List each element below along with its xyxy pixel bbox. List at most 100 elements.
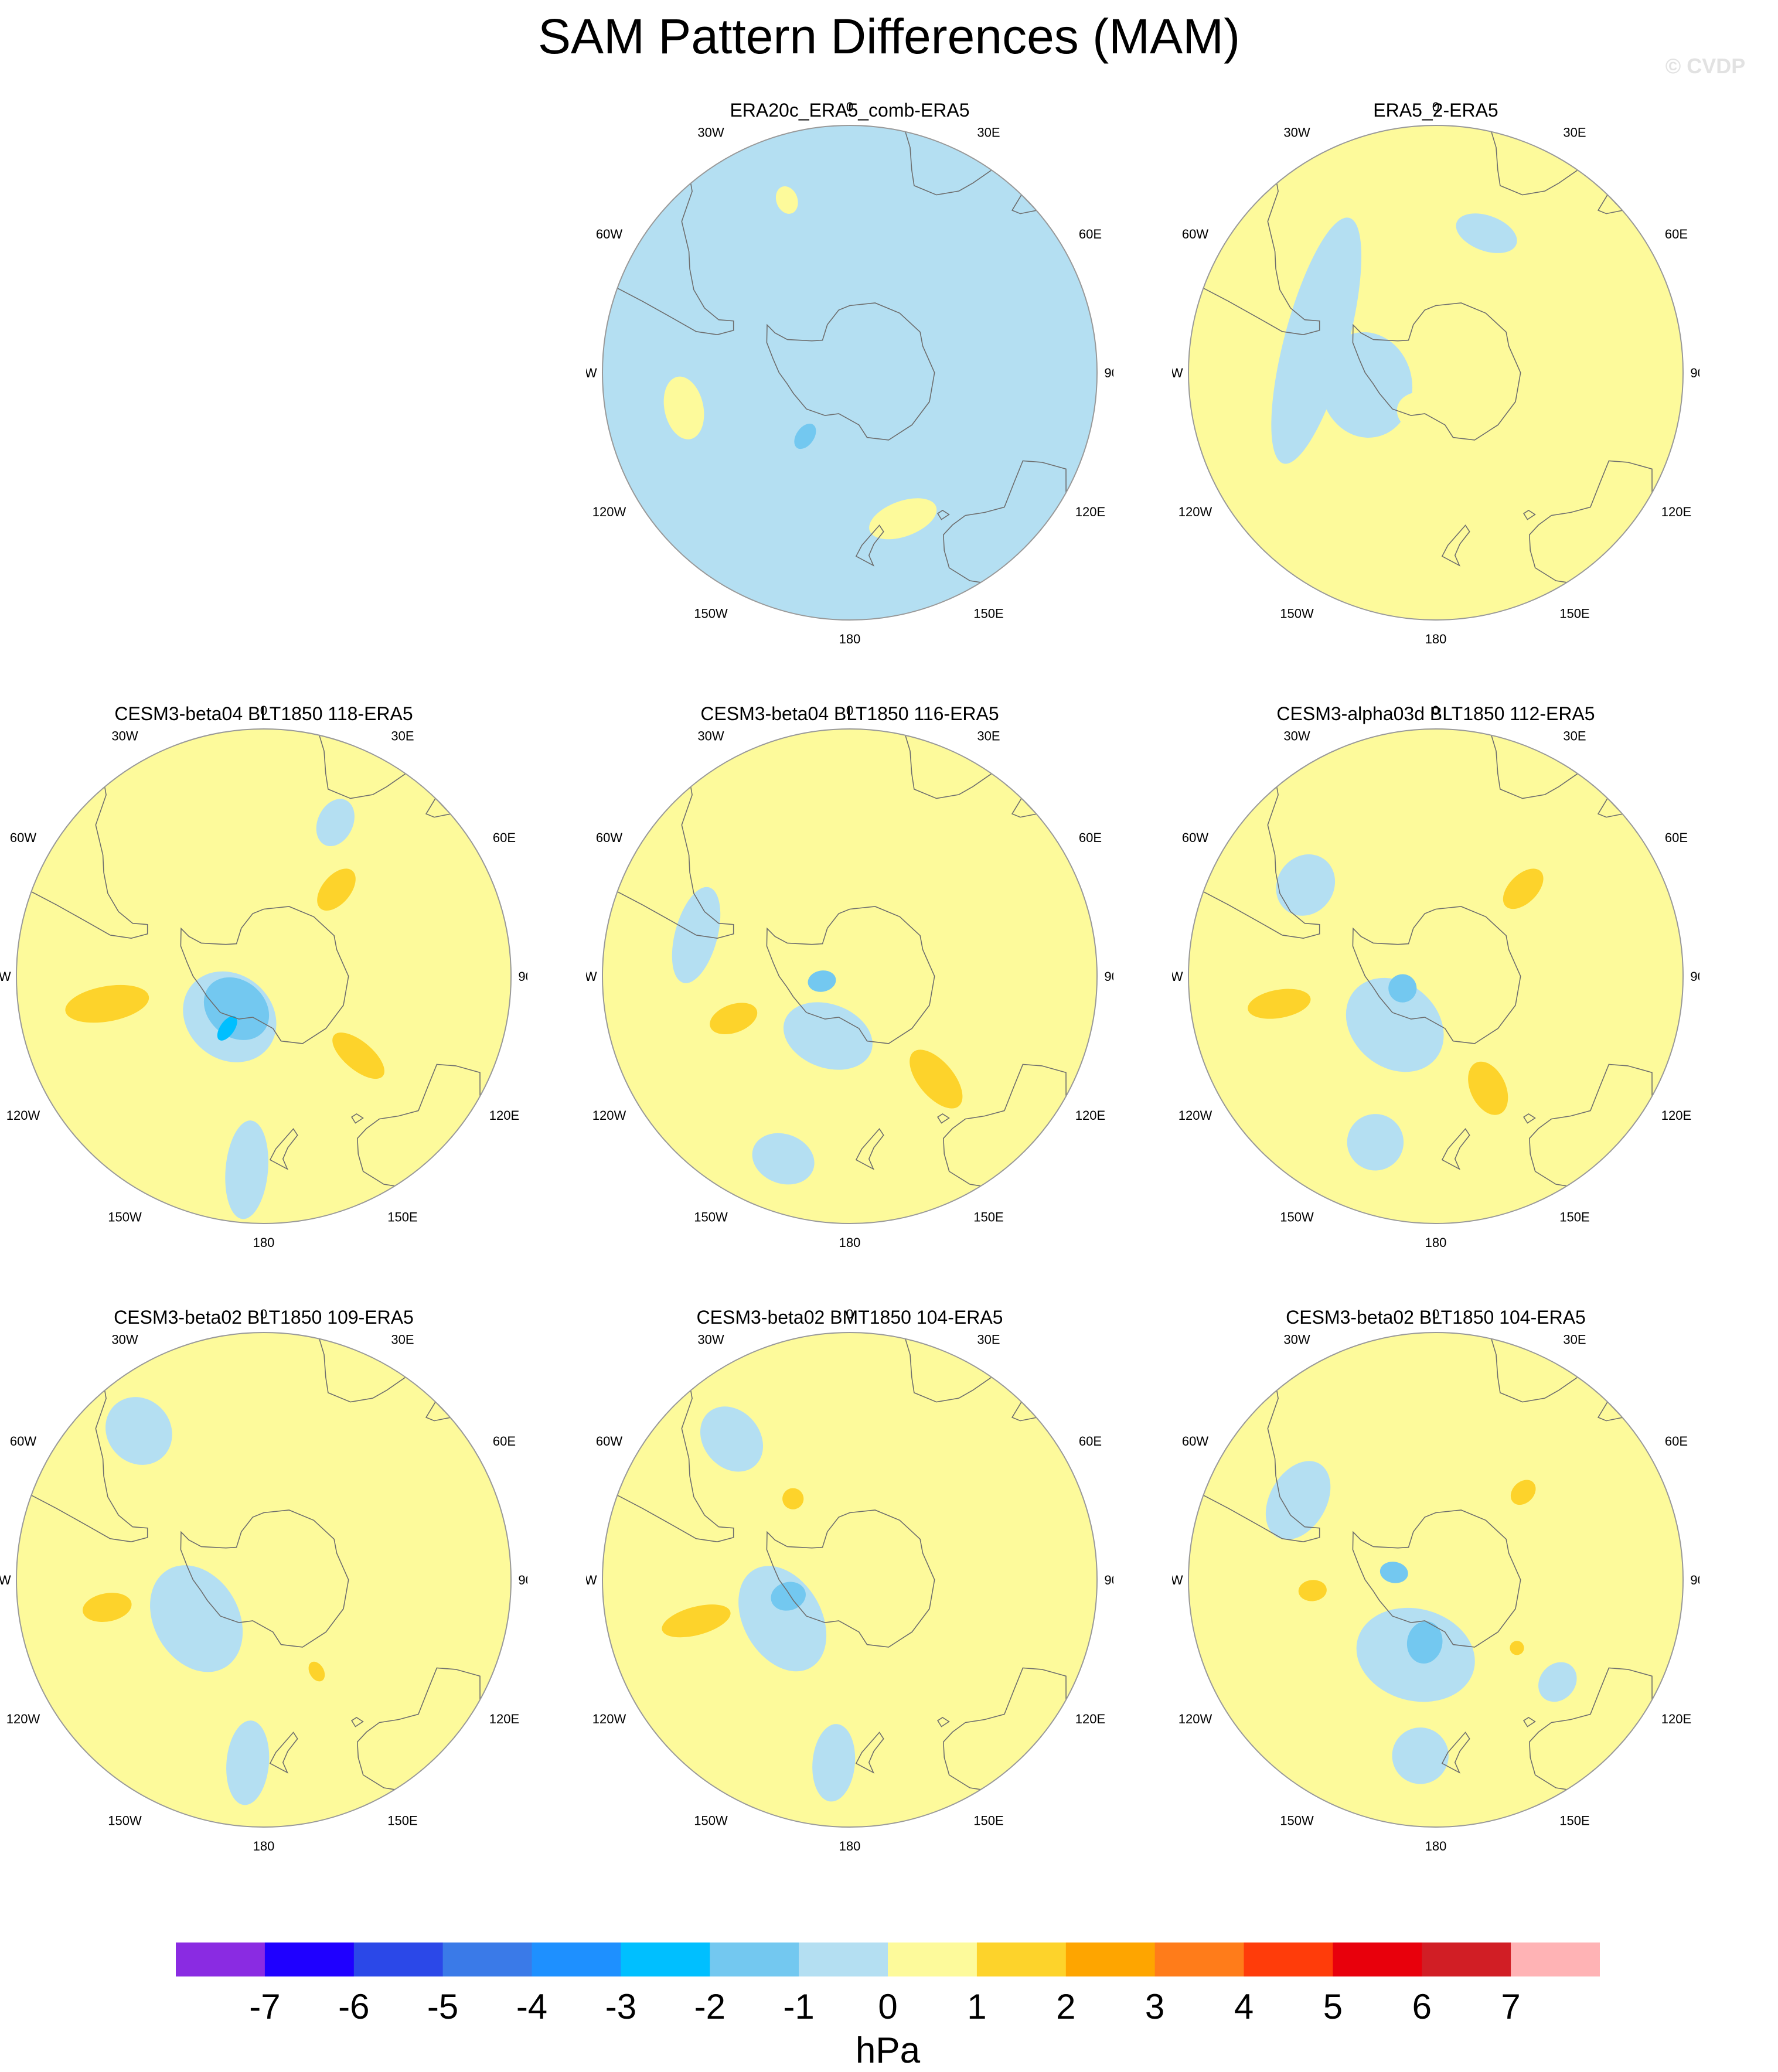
contour-background — [1188, 729, 1683, 1224]
map-boundary — [602, 125, 1098, 621]
longitude-label: 120W — [1178, 1712, 1212, 1726]
contour-region — [710, 1003, 758, 1035]
south-america-coastline — [617, 786, 734, 939]
australia-coastline — [942, 460, 1067, 583]
longitude-label: 150W — [108, 1814, 142, 1828]
tasmania-coastline — [351, 1716, 364, 1727]
antarctica-coastline — [766, 906, 935, 1044]
panel-title: CESM3-beta02 BMT1850 104-ERA5 — [696, 1307, 1003, 1328]
colorbar-swatch — [532, 1942, 621, 1976]
longitude-label: 150W — [694, 1814, 728, 1828]
longitude-label: 0 — [846, 1307, 853, 1321]
contour-region — [783, 1002, 873, 1070]
longitude-label: 120E — [1661, 1108, 1691, 1123]
coastlines — [1203, 735, 1653, 1187]
africa-coastline — [319, 1338, 406, 1403]
colorbar-tick-label: 3 — [1145, 1987, 1164, 2026]
contour-field — [602, 125, 1097, 620]
contour-region — [317, 868, 356, 911]
colorbar-tick-label: -6 — [338, 1987, 369, 2026]
longitude-label: 30E — [1563, 125, 1586, 140]
longitude-label: 30E — [977, 1333, 1000, 1347]
longitude-label: 150W — [694, 606, 728, 621]
australia-coastline — [1528, 1064, 1653, 1187]
longitude-label: 150W — [1280, 1814, 1314, 1828]
longitude-label: 180 — [253, 1235, 275, 1250]
longitude-label: 150E — [973, 1814, 1003, 1828]
contour-region — [1388, 974, 1417, 1003]
contour-background — [602, 125, 1097, 620]
contour-region — [1346, 977, 1444, 1072]
longitude-label: 0 — [1432, 1307, 1439, 1321]
longitude-label: 150E — [387, 1814, 417, 1828]
contour-region — [812, 1724, 856, 1802]
longitude-label: 120W — [6, 1108, 40, 1123]
map-panel: CESM3-beta02 BMT1850 104-ERA5 0 30E 60E 90E… — [586, 1306, 1113, 1880]
contour-region — [150, 1565, 243, 1672]
contour-field — [16, 729, 511, 1224]
contour-region — [808, 970, 836, 992]
africa-coastline — [1491, 1338, 1578, 1403]
contour-region — [1276, 854, 1336, 916]
colorbar-swatch — [799, 1942, 888, 1976]
contour-region — [105, 1397, 172, 1465]
longitude-label: 90W — [586, 1573, 597, 1587]
longitude-label: 60W — [1182, 227, 1208, 241]
map-panel: CESM3-alpha03d BLT1850 112-ERA5 0 30E 60E 9… — [1172, 702, 1699, 1276]
colorbar-tick-label: 1 — [967, 1987, 986, 2026]
polar-stereographic-map: 0 30E 60E 90E 120E 150E 180 150W 120W 90W 60W 30W — [0, 703, 527, 1250]
longitude-label: 90W — [586, 969, 597, 984]
longitude-label: 180 — [1425, 1839, 1447, 1853]
antarctica-coastline — [1352, 1509, 1521, 1648]
longitude-label: 60E — [1079, 830, 1102, 845]
colorbar-tick-label: -2 — [694, 1987, 725, 2026]
contour-field — [16, 1333, 511, 1827]
south-america-coastline — [1203, 786, 1320, 939]
contour-region — [332, 1032, 384, 1079]
map-boundary — [602, 728, 1098, 1224]
colorbar-swatch — [353, 1942, 444, 1976]
longitude-label: 150W — [1280, 606, 1314, 621]
contour-region — [752, 1133, 815, 1185]
colorbar-swatch — [1154, 1942, 1245, 1976]
longitude-label: 180 — [839, 632, 861, 646]
map-boundary — [602, 1332, 1098, 1828]
australia-coastline — [1528, 1667, 1653, 1790]
longitude-label: 0 — [846, 100, 853, 114]
contour-region — [1380, 1562, 1408, 1583]
contour-region — [1271, 217, 1362, 464]
longitude-label: 60W — [596, 1434, 622, 1449]
contour-region — [83, 1593, 132, 1622]
antarctica-coastline — [1352, 302, 1521, 441]
longitude-label: 150E — [973, 1210, 1003, 1225]
longitude-label: 150E — [1559, 606, 1589, 621]
polar-stereographic-map: 0 30E 60E 90E 120E 150E 180 150W 120W 90W 60W 30W — [586, 1307, 1113, 1853]
antarctica-coastline — [766, 1509, 935, 1648]
contour-region — [1347, 1114, 1404, 1171]
polar-stereographic-map: 0 30E 60E 90E 120E 150E 180 150W 120W 90W 60W 30W — [586, 703, 1113, 1250]
contour-region — [1248, 989, 1311, 1019]
colorbar-tick-label: -3 — [605, 1987, 636, 2026]
longitude-label: 120W — [1178, 1108, 1212, 1123]
colorbar-tick-label: -7 — [249, 1987, 280, 2026]
colorbar-tick-label: -5 — [427, 1987, 458, 2026]
longitude-label: 0 — [846, 703, 853, 718]
polar-stereographic-map: 0 30E 60E 90E 120E 150E 180 150W 120W 90W 60W 30W — [1172, 100, 1699, 646]
longitude-label: 30E — [977, 125, 1000, 140]
colorbar-swatch — [1422, 1942, 1511, 1976]
longitude-label: 30E — [391, 1333, 414, 1347]
contour-region — [1510, 1480, 1536, 1505]
longitude-label: 60E — [493, 830, 516, 845]
map-boundary — [1188, 125, 1684, 621]
new-zealand-coastline — [269, 1128, 298, 1170]
longitude-label: 30E — [391, 729, 414, 744]
antarctica-coastline — [180, 906, 349, 1044]
contour-field — [1188, 729, 1683, 1224]
page-title: SAM Pattern Differences (MAM) — [537, 9, 1241, 64]
longitude-label: 90E — [1104, 366, 1113, 380]
contour-region — [1510, 1641, 1524, 1655]
coastlines — [1203, 131, 1653, 583]
contour-region — [700, 1406, 764, 1472]
longitude-label: 90E — [1690, 366, 1699, 380]
contour-region — [794, 424, 816, 449]
